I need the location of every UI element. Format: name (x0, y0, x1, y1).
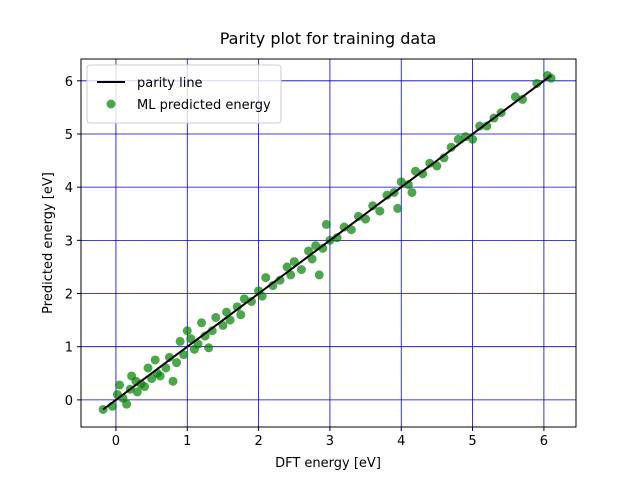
scatter-point (268, 281, 278, 291)
scatter-point (339, 222, 349, 232)
x-tick-label: 5 (468, 434, 476, 449)
scatter-point (332, 233, 342, 243)
scatter-point (261, 273, 271, 283)
scatter-point (282, 262, 292, 272)
scatter-point (418, 169, 428, 179)
scatter-point (532, 78, 542, 88)
scatter-point (239, 294, 249, 304)
x-tick-label: 1 (183, 434, 191, 449)
scatter-point (396, 177, 406, 187)
plot-frame (80, 58, 577, 428)
x-tick-label: 0 (112, 434, 120, 449)
scatter-point (407, 187, 417, 197)
scatter-point (510, 92, 520, 102)
scatter-point (257, 291, 267, 301)
scatter-point (186, 334, 196, 344)
y-tick-label: 1 (65, 341, 73, 356)
y-tick-label: 5 (65, 128, 73, 143)
x-tick-label: 2 (254, 434, 262, 449)
scatter-point (289, 257, 299, 267)
scatter-point (147, 374, 157, 384)
scatter-point (546, 73, 556, 83)
scatter-point (368, 201, 378, 211)
y-tick-label: 3 (65, 234, 73, 249)
scatter-point (482, 121, 492, 131)
scatter-point (164, 352, 174, 362)
scatter-point (218, 320, 228, 330)
scatter-point (307, 254, 317, 264)
scatter-point (518, 94, 528, 104)
scatter-point (321, 219, 331, 229)
scatter-point (232, 302, 242, 312)
x-tick-label: 6 (540, 434, 548, 449)
scatter-point (460, 132, 470, 142)
scatter-point (446, 142, 456, 152)
x-tick-label: 3 (326, 434, 334, 449)
scatter-point (200, 331, 210, 341)
x-axis-label: DFT energy [eV] (275, 456, 381, 471)
y-tick-label: 2 (65, 288, 73, 303)
scatter-point (143, 363, 153, 373)
scatter-point (204, 343, 214, 353)
scatter-point (236, 310, 246, 320)
scatter-point (304, 246, 314, 256)
chart-title: Parity plot for training data (220, 29, 437, 48)
scatter-point (411, 166, 421, 176)
scatter-point (361, 214, 371, 224)
scatter-point (296, 265, 306, 275)
y-axis-label: Predicted energy [eV] (41, 172, 56, 314)
legend-marker (106, 99, 116, 109)
scatter-point (193, 339, 203, 349)
scatter-point (207, 326, 217, 336)
scatter-point (275, 275, 285, 285)
scatter-point (115, 380, 125, 390)
scatter-point (225, 315, 235, 325)
scatter-point (122, 399, 132, 409)
scatter-point (453, 134, 463, 144)
scatter-point (382, 190, 392, 200)
scatter-point (318, 243, 328, 253)
scatter-point (311, 241, 321, 251)
scatter-point (393, 203, 403, 213)
legend-box (86, 64, 282, 124)
scatter-point (197, 318, 207, 328)
scatter-point (314, 270, 324, 280)
legend-label: parity line (137, 76, 203, 91)
scatter-point (286, 270, 296, 280)
scatter-point (175, 336, 185, 346)
scatter-point (168, 376, 178, 386)
scatter-point (346, 225, 356, 235)
scatter-point (179, 350, 189, 360)
scatter-point (425, 158, 435, 168)
scatter-point (353, 211, 363, 221)
legend-label: ML predicted energy (137, 98, 271, 113)
scatter-point (246, 296, 256, 306)
scatter-point (432, 161, 442, 171)
legend: parity line ML predicted energy (86, 64, 282, 124)
scatter-point (468, 134, 478, 144)
scatter-point (375, 206, 385, 216)
y-tick-label: 6 (65, 75, 73, 90)
y-tick-label: 0 (65, 394, 73, 409)
scatter-point (132, 387, 142, 397)
scatter-point (222, 307, 232, 317)
x-tick-label: 4 (397, 434, 405, 449)
y-tick-label: 4 (65, 181, 73, 196)
scatter-point (172, 358, 182, 368)
scatter-point (439, 153, 449, 163)
scatter-point (182, 326, 192, 336)
scatter-point (155, 371, 165, 381)
scatter-point (475, 121, 485, 131)
scatter-point (150, 355, 160, 365)
scatter-point (161, 363, 171, 373)
parity-line (102, 74, 552, 411)
scatter-point (403, 180, 413, 190)
scatter-point (139, 382, 149, 392)
scatter-point (211, 312, 221, 322)
